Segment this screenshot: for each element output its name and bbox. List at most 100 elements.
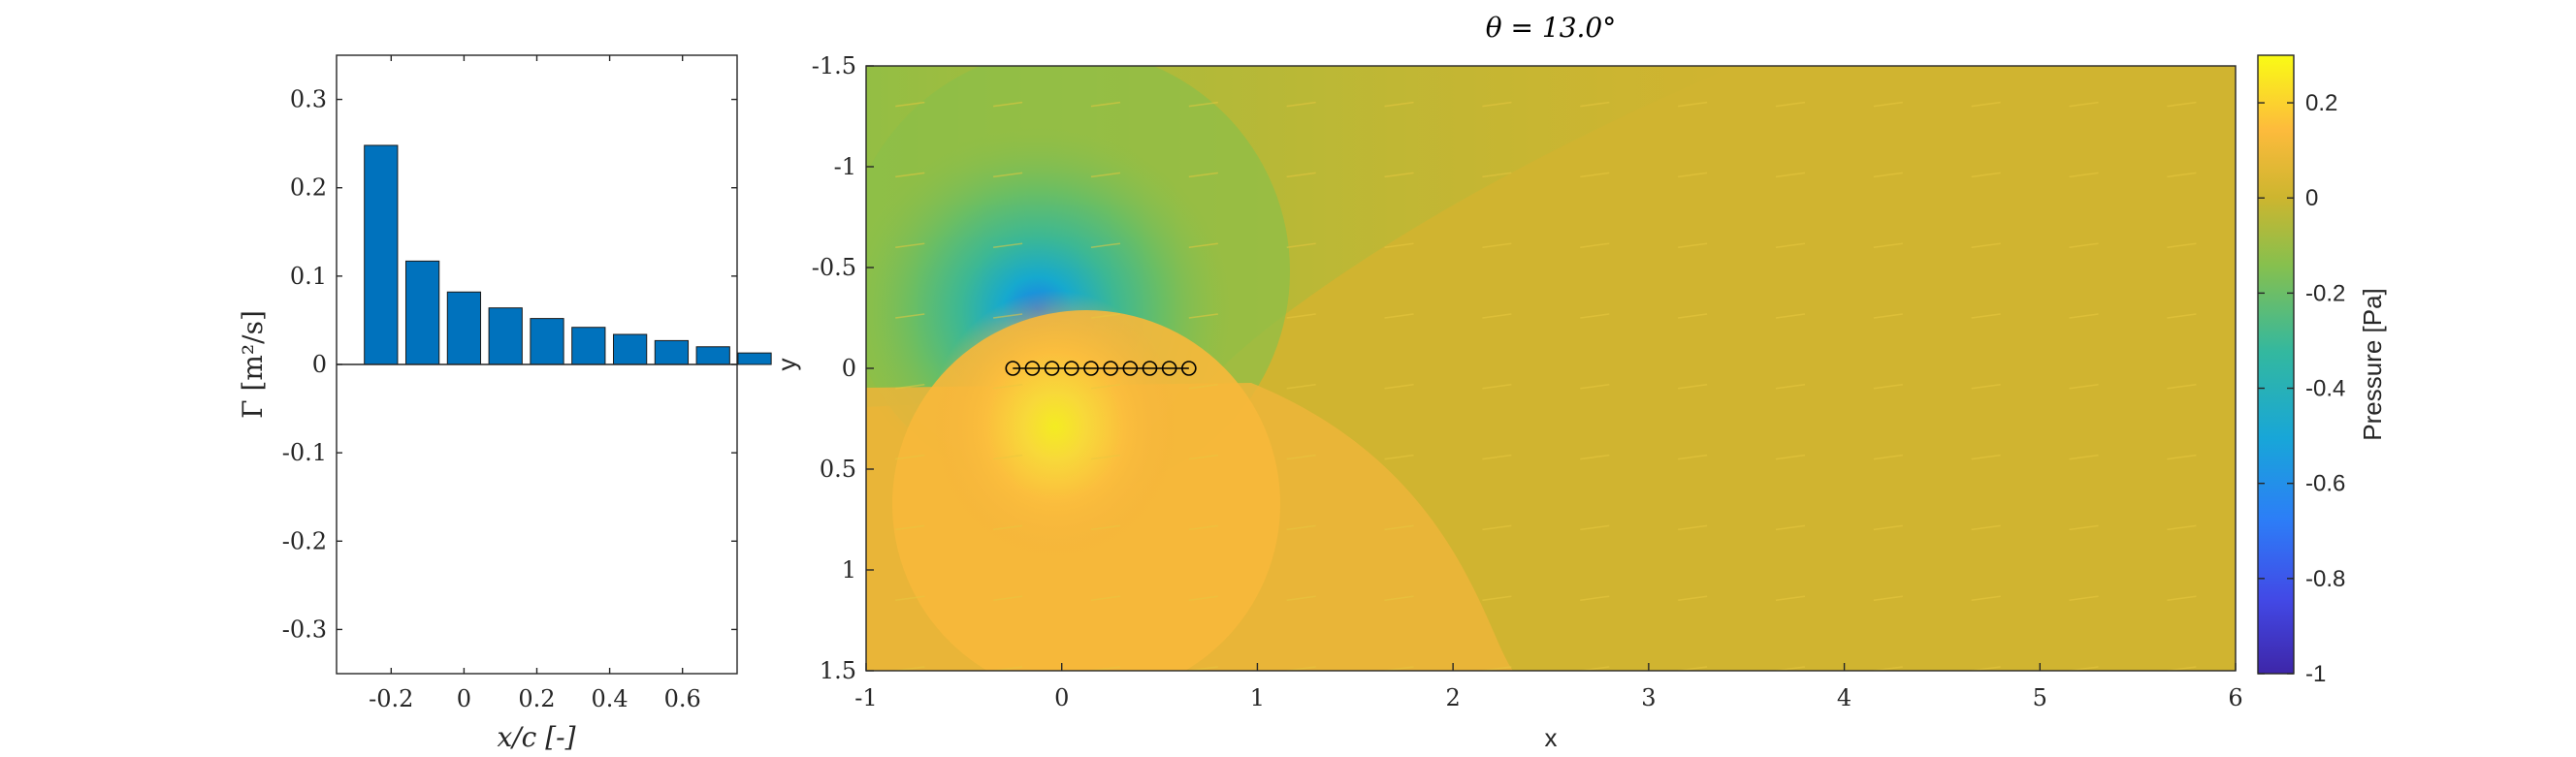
vector-arrow bbox=[1384, 454, 1414, 460]
y-tick-label: 0.2 bbox=[290, 174, 327, 202]
vector-arrow bbox=[1384, 172, 1414, 178]
y-tick-label: 1 bbox=[842, 556, 856, 584]
pressure-peak-region bbox=[929, 291, 1181, 562]
field-x-ticks: -1 0 1 2 3 4 5 6 bbox=[854, 663, 2243, 711]
vector-arrow bbox=[895, 595, 925, 601]
vector-arrow bbox=[895, 172, 925, 178]
panel-marker bbox=[1181, 361, 1197, 376]
vector-arrow bbox=[1580, 524, 1610, 531]
vector-arrow bbox=[1090, 313, 1121, 319]
vector-arrow bbox=[1482, 313, 1512, 319]
x-tick-label: 0 bbox=[457, 685, 471, 712]
vector-arrow bbox=[1580, 384, 1610, 390]
vector-arrow bbox=[2069, 384, 2099, 390]
velocity-vectors bbox=[895, 101, 2197, 671]
vector-arrow bbox=[895, 313, 925, 319]
vector-arrow bbox=[993, 454, 1023, 460]
panel-marker bbox=[1064, 361, 1079, 376]
x-tick-label: 6 bbox=[2228, 684, 2242, 711]
vector-arrow bbox=[1090, 101, 1121, 108]
vector-arrow bbox=[1286, 524, 1316, 531]
vector-arrow bbox=[1678, 595, 1708, 601]
vector-arrow bbox=[1971, 384, 2001, 390]
panel-marker bbox=[1005, 361, 1021, 376]
vector-arrow bbox=[1775, 172, 1806, 178]
colorbar-tick-label: -0.2 bbox=[2305, 280, 2345, 306]
vector-arrow bbox=[1873, 454, 1903, 460]
vector-arrow bbox=[1482, 242, 1512, 248]
vector-arrow bbox=[1971, 524, 2001, 531]
y-tick-label: -1.5 bbox=[812, 52, 856, 79]
vector-arrow bbox=[2167, 313, 2197, 319]
bar bbox=[446, 291, 482, 365]
x-tick-label: 0 bbox=[1054, 684, 1069, 711]
vector-arrow bbox=[1384, 242, 1414, 248]
vector-arrow bbox=[1384, 524, 1414, 531]
vector-arrow bbox=[1090, 595, 1121, 601]
vector-arrow bbox=[1678, 101, 1708, 108]
vector-arrow bbox=[1482, 172, 1512, 178]
field-title: θ = 13.0° bbox=[1486, 12, 1616, 44]
colorbar-tick-label: -0.4 bbox=[2305, 376, 2345, 402]
colorbar-tick-label: 0.2 bbox=[2305, 90, 2337, 116]
vector-arrow bbox=[2167, 595, 2197, 601]
bar-x-axis-label: x/c [-] bbox=[497, 721, 575, 753]
vector-arrow bbox=[1678, 384, 1708, 390]
colorbar-label: Pressure [Pa] bbox=[2358, 288, 2387, 441]
pressure-field-plot: θ = 13.0° -1 0 1 2 3 4 5 6 -1.5 -1 -0.5 0 0.5 1 1.5 x… bbox=[772, 12, 2243, 752]
panel-marker bbox=[1083, 361, 1099, 376]
vector-arrow bbox=[993, 595, 1023, 601]
vector-arrow bbox=[1384, 384, 1414, 390]
x-tick-label: -1 bbox=[854, 684, 877, 711]
x-tick-label: 0.2 bbox=[518, 685, 555, 712]
vector-arrow bbox=[1678, 172, 1708, 178]
x-tick-label: 0.4 bbox=[592, 685, 628, 712]
vector-arrow bbox=[1482, 101, 1512, 108]
vector-arrow bbox=[895, 242, 925, 248]
vector-arrow bbox=[1286, 454, 1316, 460]
colorbar-ticks: 0.2 0 -0.2 -0.4 -0.6 -0.8 -1 bbox=[2258, 90, 2345, 687]
panel-marker bbox=[1024, 361, 1041, 376]
vector-arrow bbox=[1090, 524, 1121, 531]
vector-arrow bbox=[1482, 595, 1512, 601]
panel-marker bbox=[1103, 361, 1118, 376]
vector-arrow bbox=[1384, 313, 1414, 319]
vector-arrow bbox=[1971, 172, 2001, 178]
vector-arrow bbox=[1188, 313, 1218, 319]
y-tick-label: -0.3 bbox=[282, 615, 327, 643]
vector-arrow bbox=[895, 384, 925, 390]
vector-arrow bbox=[1188, 384, 1218, 390]
panel-marker bbox=[1142, 361, 1158, 376]
vector-arrow bbox=[2069, 172, 2099, 178]
vector-arrow bbox=[1678, 313, 1708, 319]
colorbar-tick-label: -0.8 bbox=[2305, 566, 2345, 592]
vector-arrow bbox=[993, 313, 1023, 319]
vector-arrow bbox=[1188, 242, 1218, 248]
vector-arrow bbox=[2167, 384, 2197, 390]
vector-arrow bbox=[1873, 242, 1903, 248]
panel-marker bbox=[1122, 361, 1139, 376]
vector-arrow bbox=[1971, 595, 2001, 601]
vector-arrow bbox=[1090, 384, 1121, 390]
bar bbox=[695, 346, 730, 365]
vector-arrow bbox=[2069, 595, 2099, 601]
x-tick-label: 0.6 bbox=[664, 685, 701, 712]
pressure-contours bbox=[866, 66, 2236, 671]
y-tick-label: 0.1 bbox=[290, 263, 327, 290]
colorbar-tick-label: 0 bbox=[2305, 185, 2318, 211]
vector-arrow bbox=[1873, 595, 1903, 601]
colorbar-tick-label: -0.6 bbox=[2305, 471, 2345, 497]
vector-arrow bbox=[1971, 242, 2001, 248]
vector-arrow bbox=[2167, 101, 2197, 108]
vector-arrow bbox=[1678, 242, 1708, 248]
bar bbox=[488, 307, 523, 365]
vector-arrow bbox=[1678, 524, 1708, 531]
vector-arrow bbox=[1971, 313, 2001, 319]
vector-arrow bbox=[1775, 524, 1806, 531]
vector-arrow bbox=[1090, 172, 1121, 178]
bar bbox=[612, 333, 648, 365]
vector-arrow bbox=[993, 384, 1023, 390]
vector-arrow bbox=[1482, 384, 1512, 390]
y-tick-label: 0 bbox=[842, 355, 856, 382]
